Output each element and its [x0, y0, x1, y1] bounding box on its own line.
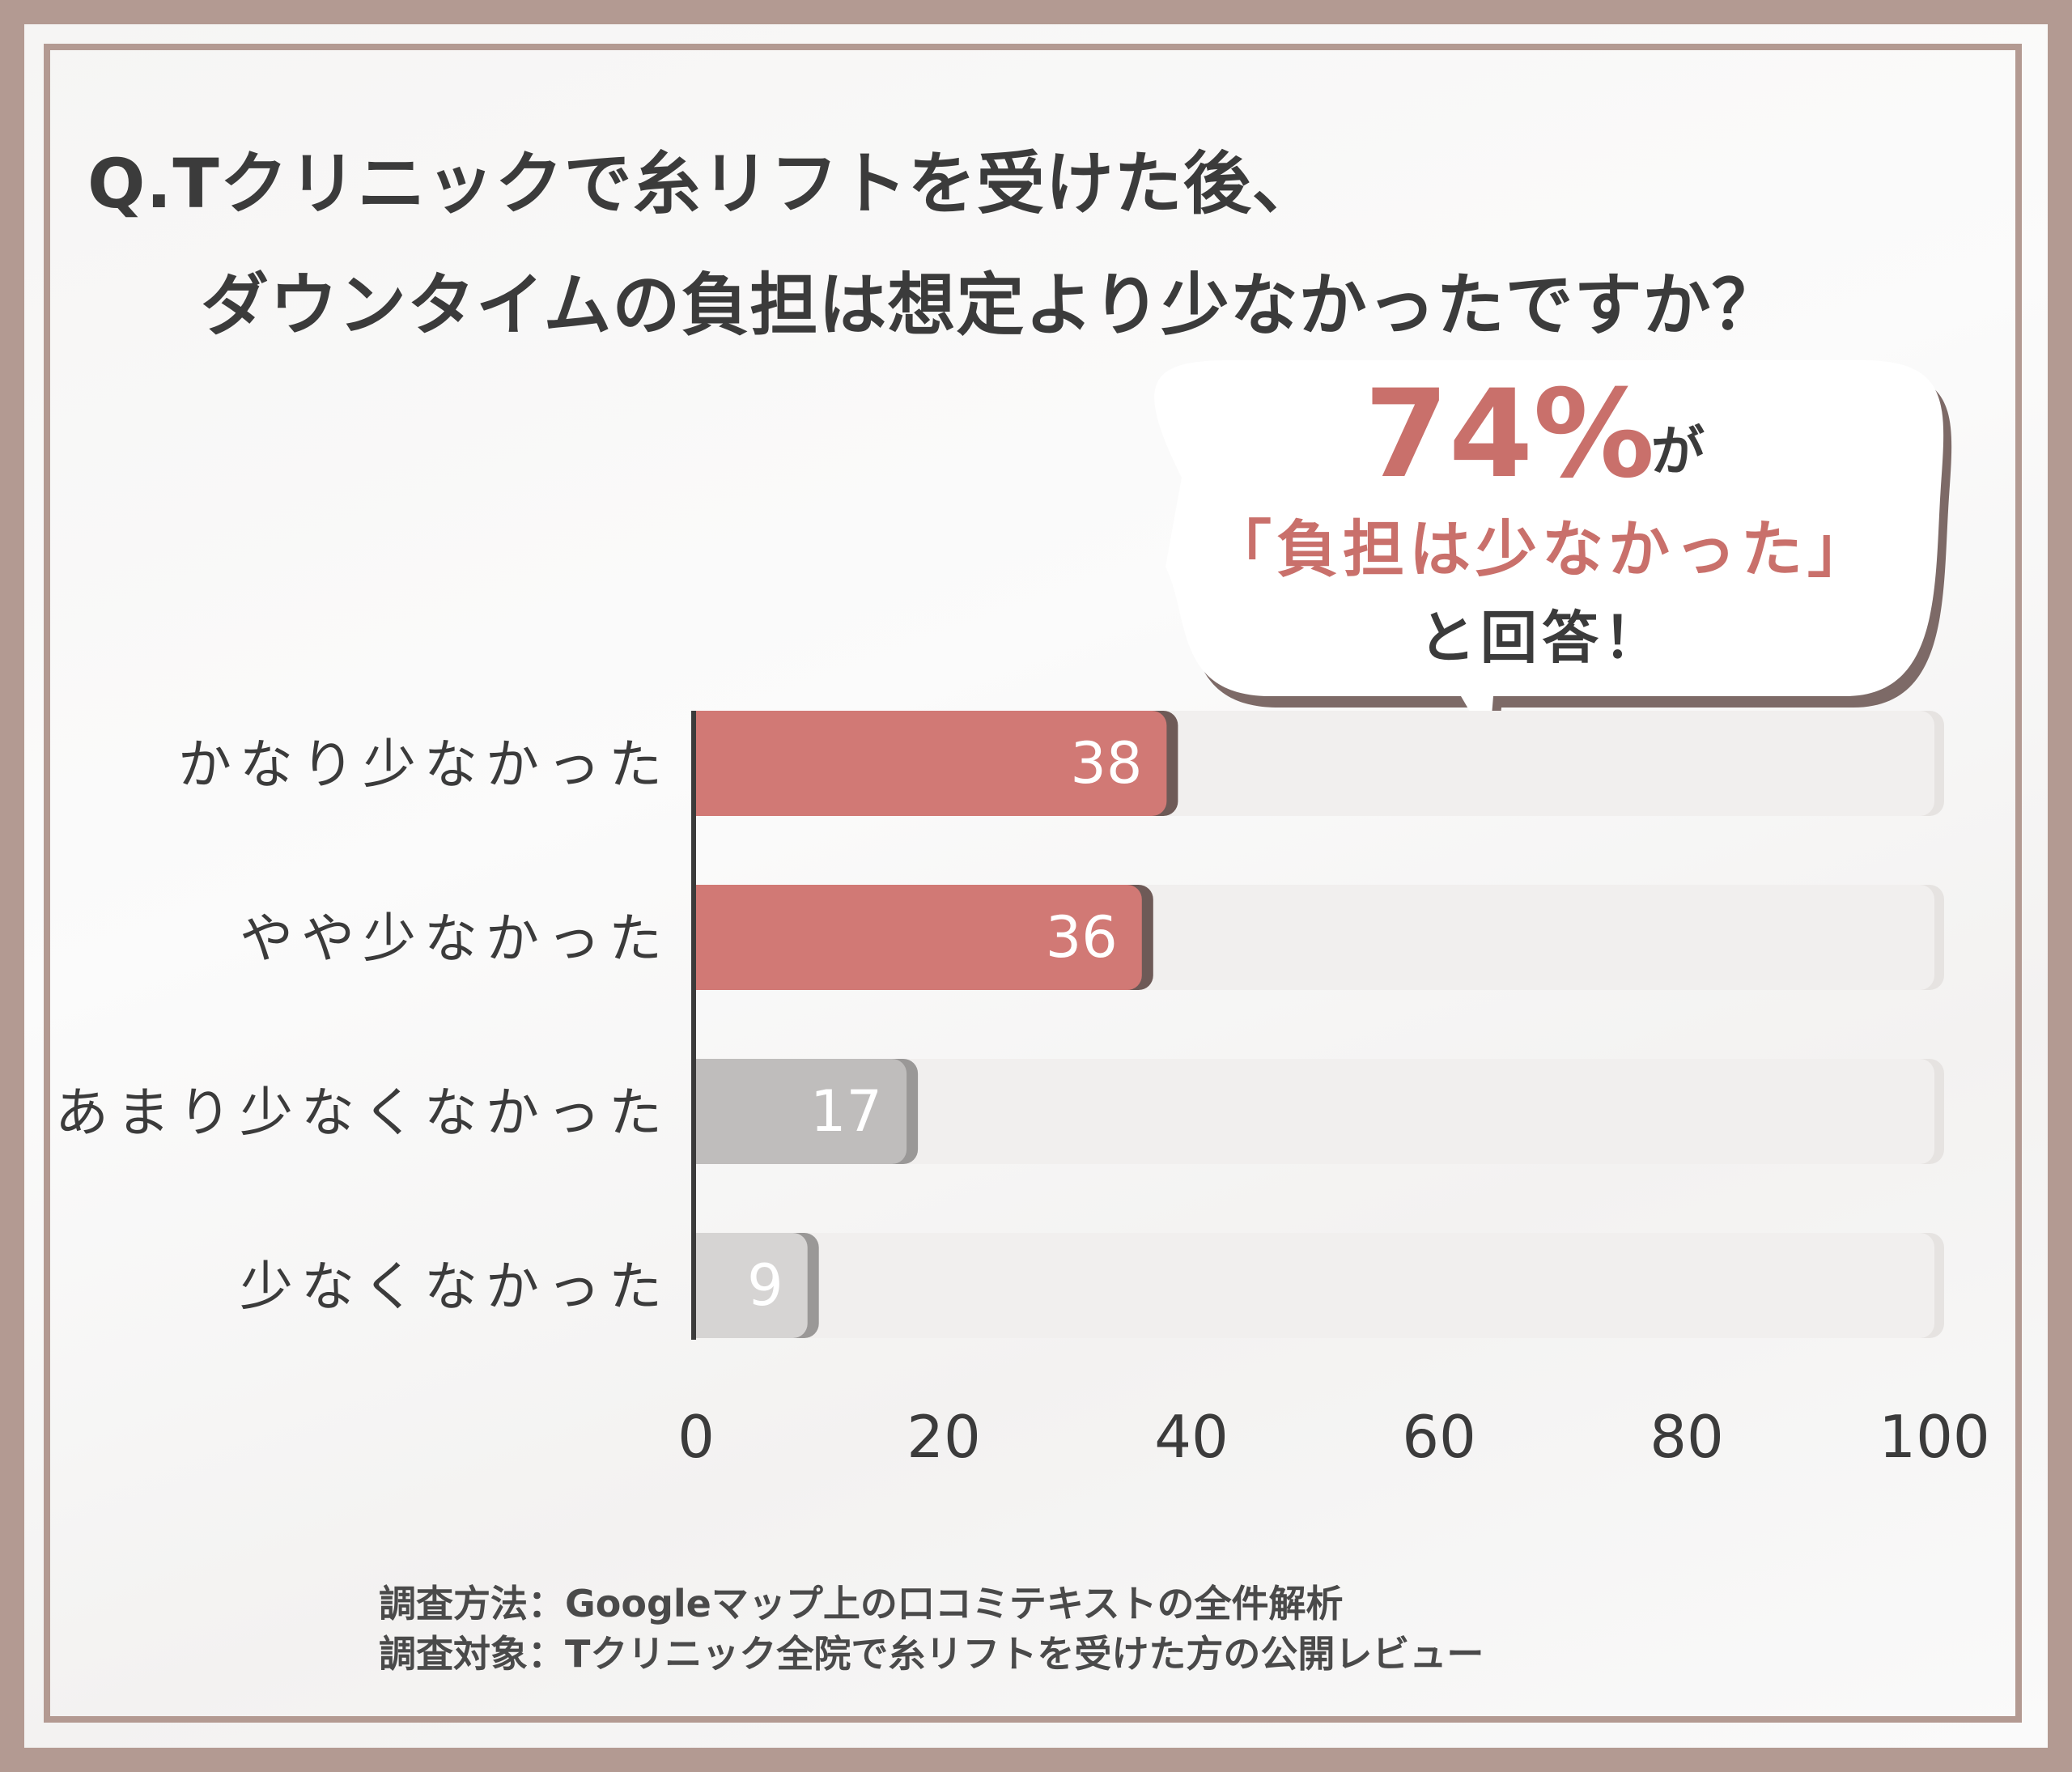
callout-percent: 74%: [1364, 364, 1654, 505]
category-label: あまり少なくなかった: [55, 1081, 670, 1144]
bar-left-edge: [696, 1059, 712, 1164]
bar-left-edge: [696, 711, 712, 816]
bar-value-label: 36: [1046, 904, 1118, 971]
footer-target: 調査対象：Tクリニック全院で糸リフトを受けた方の公開レビュー: [379, 1632, 1484, 1676]
bar-value-label: 17: [810, 1078, 882, 1145]
category-label: やや少なかった: [240, 907, 670, 970]
title-line-2: ダウンタイムの負担は想定より少なかったですか？: [201, 266, 1781, 345]
callout-quote: 「負担は少なかった」: [1210, 513, 1874, 585]
bar-track: [696, 1233, 1934, 1338]
bar: [696, 1059, 907, 1164]
bar-value-label: 9: [747, 1252, 783, 1319]
footer-method: 調査方法：Googleマップ上の口コミテキストの全件解析: [379, 1582, 1344, 1625]
bar-left-edge: [696, 885, 712, 990]
x-tick-label: 80: [1650, 1403, 1724, 1471]
footer: 調査方法：Googleマップ上の口コミテキストの全件解析 調査対象：Tクリニック…: [379, 1579, 1484, 1679]
x-tick-label: 0: [677, 1403, 715, 1471]
bar-value-label: 38: [1070, 730, 1142, 797]
bar: [696, 1233, 808, 1338]
callout-closing: と回答！: [1419, 605, 1665, 671]
category-label: 少なくなかった: [240, 1256, 670, 1318]
inner-frame: [44, 44, 2022, 1723]
category-label: かなり少なかった: [178, 733, 670, 796]
x-tick-label: 60: [1402, 1403, 1476, 1471]
x-tick-labels: 0 20 40 60 80 100: [677, 1403, 1990, 1471]
bar-left-edge: [696, 1233, 712, 1338]
x-tick-label: 20: [906, 1403, 981, 1471]
title-line-1: Q.Tクリニックで糸リフトを受けた後、: [87, 144, 1321, 223]
bars: 38 36 17 9: [696, 711, 1178, 1338]
x-tick-label: 40: [1154, 1403, 1229, 1471]
callout-suffix: が: [1651, 420, 1705, 482]
bar: [696, 711, 1167, 816]
bar: [696, 885, 1142, 990]
speech-bubble-body: [1154, 360, 1944, 745]
x-tick-label: 100: [1879, 1403, 1989, 1471]
speech-bubble: 74% が 「負担は少なかった」 と回答！: [1154, 360, 1952, 814]
bar-track: [696, 1059, 1934, 1164]
